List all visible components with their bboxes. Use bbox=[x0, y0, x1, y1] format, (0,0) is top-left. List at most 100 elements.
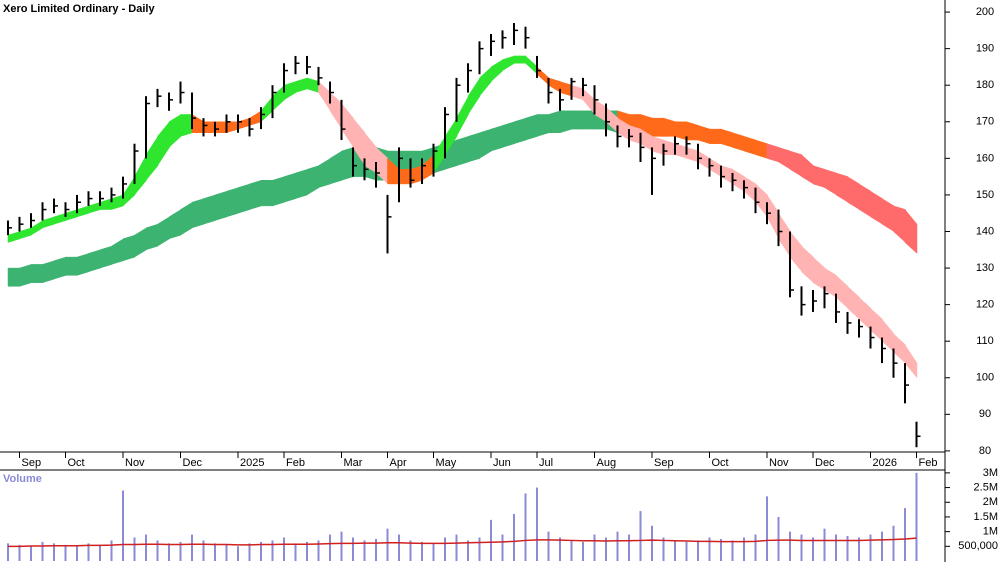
ribbon-segment bbox=[858, 183, 872, 218]
ribbon-segment bbox=[571, 110, 584, 130]
volume-bar bbox=[225, 544, 228, 561]
volume-bar bbox=[915, 472, 918, 561]
volume-bar bbox=[386, 528, 389, 561]
ribbon-segment bbox=[893, 205, 906, 244]
volume-bar bbox=[881, 531, 883, 561]
ribbon-segment bbox=[214, 121, 228, 133]
y-tick-label: 140 bbox=[976, 225, 994, 237]
volume-bar bbox=[168, 543, 170, 561]
volume-bar bbox=[835, 534, 837, 561]
ribbon-segment bbox=[870, 307, 883, 342]
ribbon-segment bbox=[490, 125, 504, 152]
volume-bar bbox=[409, 540, 412, 561]
ribbon-segment bbox=[375, 146, 389, 185]
volume-bar bbox=[777, 516, 780, 561]
ribbon-segment bbox=[364, 132, 377, 174]
x-tick-label: Sep bbox=[654, 457, 674, 469]
volume-bar bbox=[317, 540, 320, 561]
x-tick-label: Feb bbox=[919, 457, 938, 469]
ribbon-segment bbox=[398, 169, 412, 185]
volume-bar bbox=[708, 537, 711, 561]
volume-bar bbox=[7, 543, 9, 561]
volume-bar bbox=[375, 538, 377, 561]
ribbon-segment bbox=[709, 128, 722, 144]
ribbon-segment bbox=[42, 260, 55, 284]
ribbon-segment bbox=[88, 249, 101, 273]
volume-bar bbox=[593, 534, 596, 561]
y-tick-label: 2.5M bbox=[974, 481, 998, 493]
ribbon-segment bbox=[847, 285, 860, 320]
y-tick-label: 150 bbox=[976, 189, 994, 201]
chart-title: Xero Limited Ordinary - Daily bbox=[3, 3, 155, 15]
ribbon-segment bbox=[260, 180, 274, 207]
ribbon-segment bbox=[812, 256, 826, 291]
y-tick-label: 80 bbox=[979, 445, 991, 457]
ribbon-segment bbox=[65, 256, 78, 276]
ribbon-segment bbox=[824, 267, 837, 298]
volume-bar bbox=[122, 490, 124, 561]
volume-bar bbox=[892, 525, 895, 561]
volume-bar bbox=[754, 534, 757, 561]
volume-bar bbox=[731, 540, 734, 561]
x-tick-label: Nov bbox=[769, 457, 789, 469]
ribbon-segment bbox=[812, 165, 826, 188]
ribbon-segment bbox=[536, 114, 550, 137]
ribbon-segment bbox=[513, 117, 527, 145]
y-tick-label: 190 bbox=[976, 43, 994, 55]
volume-bar bbox=[501, 534, 504, 561]
volume-bar bbox=[156, 540, 159, 561]
x-tick-label: Oct bbox=[68, 457, 85, 469]
volume-bar bbox=[76, 546, 78, 561]
ribbon-segment bbox=[203, 194, 216, 225]
volume-bar bbox=[720, 538, 722, 561]
volume-bar bbox=[547, 531, 550, 561]
volume-bar bbox=[467, 540, 469, 561]
ribbon-segment bbox=[226, 187, 239, 218]
ribbon-segment bbox=[237, 183, 251, 214]
volume-bar bbox=[616, 531, 619, 561]
ribbon-segment bbox=[835, 274, 849, 309]
volume-bar bbox=[294, 543, 297, 561]
volume-bar bbox=[444, 537, 446, 561]
volume-bar bbox=[478, 537, 481, 561]
volume-bar bbox=[639, 511, 642, 561]
volume-bar bbox=[53, 543, 55, 561]
volume-bar bbox=[536, 487, 538, 561]
y-tick-label: 120 bbox=[976, 299, 994, 311]
x-tick-label: Apr bbox=[390, 457, 407, 469]
volume-bar bbox=[858, 537, 860, 561]
x-tick-label: Nov bbox=[125, 457, 145, 469]
volume-bar bbox=[260, 541, 262, 561]
volume-bar bbox=[271, 540, 274, 561]
volume-bar bbox=[455, 534, 458, 561]
volume-bar bbox=[398, 534, 400, 561]
x-tick-label: Jul bbox=[539, 457, 553, 469]
volume-bar bbox=[823, 528, 826, 561]
volume-bar bbox=[743, 537, 745, 561]
x-tick-label: Sep bbox=[22, 457, 42, 469]
volume-bar bbox=[490, 519, 492, 561]
y-tick-label: 500,000 bbox=[958, 540, 998, 552]
volume-bar bbox=[145, 534, 147, 561]
volume-bar bbox=[570, 540, 573, 561]
volume-bar bbox=[869, 534, 872, 561]
volume-bar bbox=[283, 537, 285, 561]
volume-bar bbox=[800, 534, 803, 561]
x-tick-label: 2026 bbox=[873, 457, 897, 469]
ribbon-segment bbox=[352, 117, 366, 167]
volume-bar bbox=[685, 541, 688, 561]
y-tick-label: 1.5M bbox=[974, 511, 998, 523]
volume-bar bbox=[87, 543, 90, 561]
volume-bar bbox=[329, 534, 331, 561]
volume-bar bbox=[352, 537, 354, 561]
ribbon-segment bbox=[904, 208, 918, 254]
ribbon-segment bbox=[191, 198, 205, 229]
y-tick-label: 130 bbox=[976, 262, 994, 274]
ribbon-segment bbox=[847, 176, 860, 210]
ribbon-segment bbox=[295, 168, 308, 199]
y-tick-label: 180 bbox=[976, 79, 994, 91]
volume-bar bbox=[18, 544, 21, 561]
volume-bar bbox=[904, 508, 906, 561]
